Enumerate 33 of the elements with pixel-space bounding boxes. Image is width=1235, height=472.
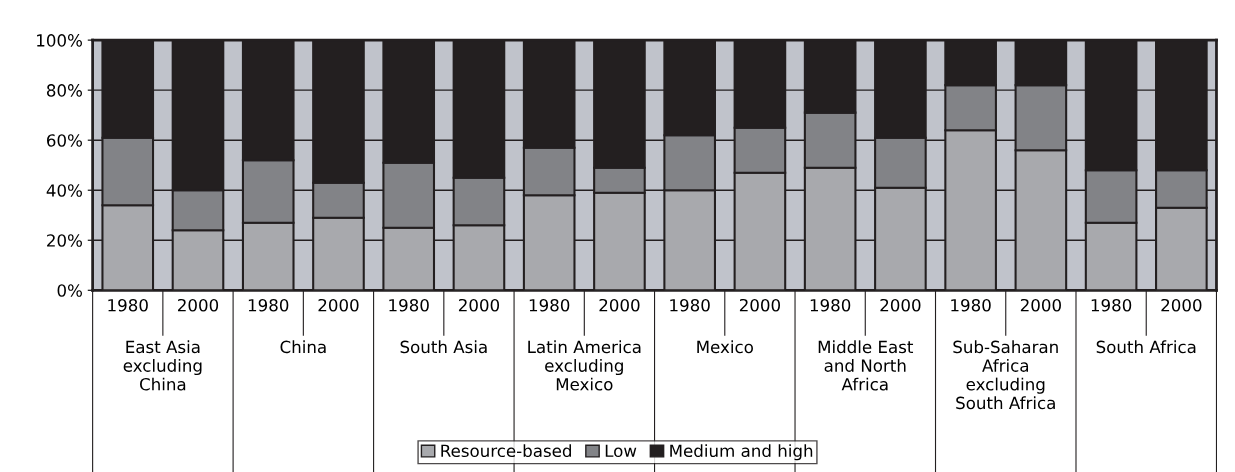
y-tick-label: 40%	[46, 184, 82, 197]
x-tick-label: 2000	[599, 298, 640, 312]
legend-label: Low	[605, 444, 637, 458]
y-tick-label: 60%	[47, 134, 82, 147]
x-tick-label: 1980	[108, 298, 148, 312]
y-tick-label: 100%	[37, 34, 82, 47]
text: East Asia excluding China	[123, 340, 202, 391]
y-tick-label: 80%	[46, 84, 82, 97]
x-tick-label: 1980	[1091, 298, 1132, 312]
x-tick-label: 2000	[1161, 298, 1202, 312]
legend-label: Medium and high	[670, 444, 813, 461]
x-tick-label: 2000	[458, 298, 500, 312]
legend-label: Resource-based	[441, 444, 571, 458]
x-tick-label: 1980	[529, 298, 570, 312]
x-tick-label: 2000	[178, 298, 219, 312]
text: Mexico	[697, 340, 753, 354]
x-tick-label: 1980	[810, 298, 851, 312]
text: Middle East and North Africa	[818, 340, 914, 391]
text: China	[280, 340, 326, 354]
x-tick-label: 1980	[670, 298, 710, 312]
y-tick-label: 0%	[57, 284, 82, 297]
x-tick-label: 2000	[1020, 298, 1061, 312]
text: South Africa	[1096, 340, 1196, 354]
text: Sub-Saharan Africa excluding South Africa	[953, 340, 1058, 410]
text: Latin America excluding Mexico	[528, 340, 641, 391]
text: South Asia	[400, 340, 487, 354]
y-tick-label: 20%	[47, 234, 82, 247]
x-tick-label: 1980	[951, 298, 991, 312]
x-tick-label: 1980	[389, 298, 429, 312]
x-tick-label: 1980	[248, 298, 289, 312]
x-tick-label: 2000	[880, 298, 921, 312]
x-tick-label: 2000	[739, 298, 781, 312]
x-tick-label: 2000	[318, 298, 359, 312]
